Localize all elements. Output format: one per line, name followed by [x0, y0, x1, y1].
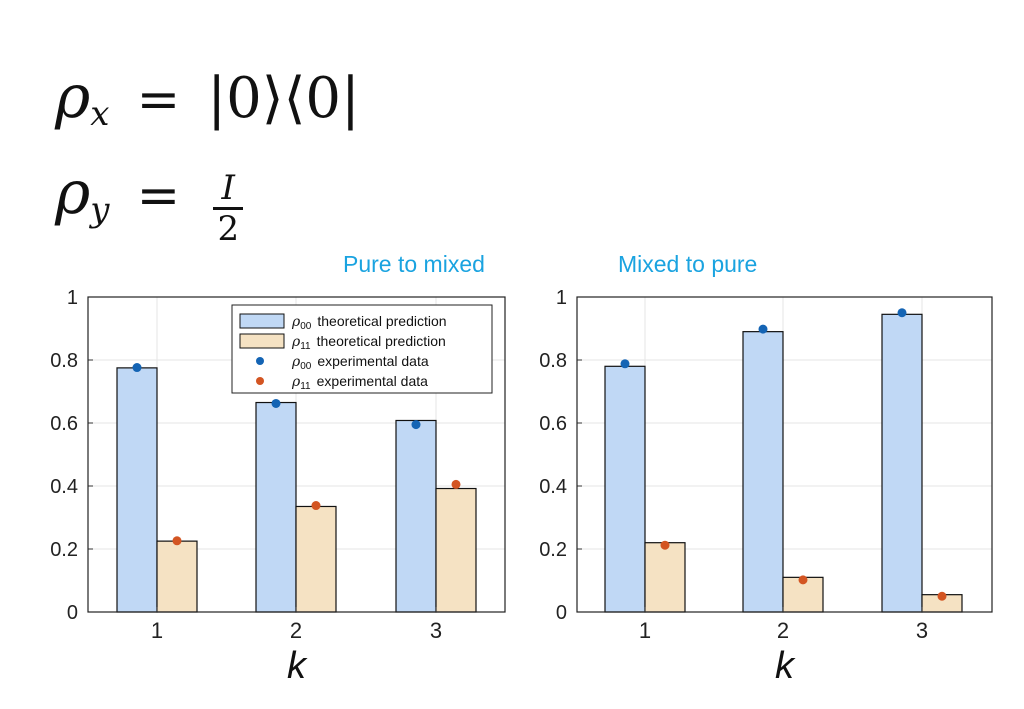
legend-swatch-rho11 [239, 333, 285, 349]
legend-marker-rho11 [256, 377, 264, 385]
density-matrix-pure: |0⟩⟨0| [207, 66, 360, 131]
legend-label: experimental data [317, 373, 429, 389]
point-rho00 [897, 308, 907, 318]
point-rho00 [758, 324, 768, 334]
point-rho11 [451, 479, 461, 489]
y-tick-label: 0.4 [539, 476, 567, 498]
chart-panel-1: 00.20.40.60.811 2 3k [50, 287, 506, 687]
x-tick-label: 2 [777, 618, 789, 643]
y-tick-label: 0.6 [539, 413, 567, 435]
legend-entry-text: ρ11 experimental data [291, 373, 428, 392]
y-tick-label: 0.2 [50, 539, 78, 561]
point-rho11 [798, 575, 808, 585]
rho-symbol: ρ [55, 158, 91, 228]
bar-rho00 [742, 331, 784, 613]
legend-label: theoretical prediction [317, 333, 446, 349]
chart-title-pure-to-mixed: Pure to mixed [343, 251, 485, 277]
equation-rho-x: ρx = |0⟩⟨0| [55, 62, 360, 134]
legend-rho-symbol: ρ [291, 354, 301, 370]
point-rho00 [132, 363, 142, 373]
fraction-denominator: 2 [217, 209, 240, 249]
legend-rho-symbol: ρ [291, 314, 301, 330]
y-tick-label: 0.8 [539, 350, 567, 372]
chart-panel-2: 0 0.2 0.4 0.6 0.8 1 1 2 3 k [539, 287, 993, 687]
y-tick-label: 0.6 [50, 413, 78, 435]
legend-entry-text: ρ00 experimental data [291, 353, 429, 372]
axes-box [576, 296, 993, 613]
point-rho00 [411, 420, 421, 430]
equals-sign: = [136, 166, 181, 226]
y-tick-label: 1 [67, 287, 78, 309]
point-rho11 [660, 540, 670, 550]
equation-rho-y: ρy = I 2 [55, 158, 244, 249]
y-tick-label: 1 [556, 287, 567, 309]
legend-rho-subscript: 11 [300, 341, 311, 352]
bar-rho11 [295, 505, 337, 613]
bar-rho00 [881, 313, 923, 613]
point-rho11 [311, 501, 321, 511]
legend-label: theoretical prediction [317, 313, 446, 329]
x-tick-label: 1 [639, 618, 651, 643]
point-rho00 [271, 398, 281, 408]
point-rho11 [937, 591, 947, 601]
y-tick-label: 0 [67, 602, 78, 624]
rho-subscript: x [90, 94, 110, 134]
bar-rho00 [604, 365, 646, 613]
point-rho11 [172, 536, 182, 546]
x-tick-label: 1 [151, 618, 163, 643]
x-axis-label: k [775, 645, 796, 687]
fraction-bar [213, 207, 244, 210]
equals-sign: = [136, 70, 181, 130]
rho-subscript: y [90, 190, 110, 230]
bar-rho11 [156, 540, 198, 613]
legend-marker-rho00 [256, 357, 264, 365]
legend-swatch-rho00 [239, 313, 285, 329]
x-tick-label: 2 [290, 618, 302, 643]
x-axis-label: k [287, 645, 308, 687]
bar-rho00 [116, 367, 158, 613]
legend-entry-text: ρ00 theoretical prediction [291, 313, 447, 332]
x-tick-label: 3 [916, 618, 928, 643]
y-tick-label: 0.4 [50, 476, 78, 498]
rho-symbol: ρ [55, 62, 91, 132]
legend-rho-subscript: 11 [300, 381, 311, 392]
fraction-numerator: I [221, 168, 235, 208]
y-tick-label: 0 [556, 602, 567, 624]
legend-rho-subscript: 00 [300, 321, 312, 332]
point-rho00 [620, 359, 630, 369]
bar-rho00 [255, 401, 297, 613]
fraction: I 2 [213, 168, 244, 249]
legend-rho-symbol: ρ [291, 334, 301, 350]
bar-rho00 [395, 419, 437, 613]
bar-rho11 [644, 542, 686, 613]
y-tick-label: 0.2 [539, 539, 567, 561]
bar-rho11 [435, 487, 477, 613]
y-tick-label: 0.8 [50, 350, 78, 372]
legend-label: experimental data [317, 353, 429, 369]
legend-rho-subscript: 00 [300, 361, 312, 372]
chart-title-mixed-to-pure: Mixed to pure [618, 251, 758, 277]
legend-entry-text: ρ11 theoretical prediction [291, 333, 446, 352]
x-tick-label: 3 [430, 618, 442, 643]
legend-rho-symbol: ρ [291, 374, 301, 390]
